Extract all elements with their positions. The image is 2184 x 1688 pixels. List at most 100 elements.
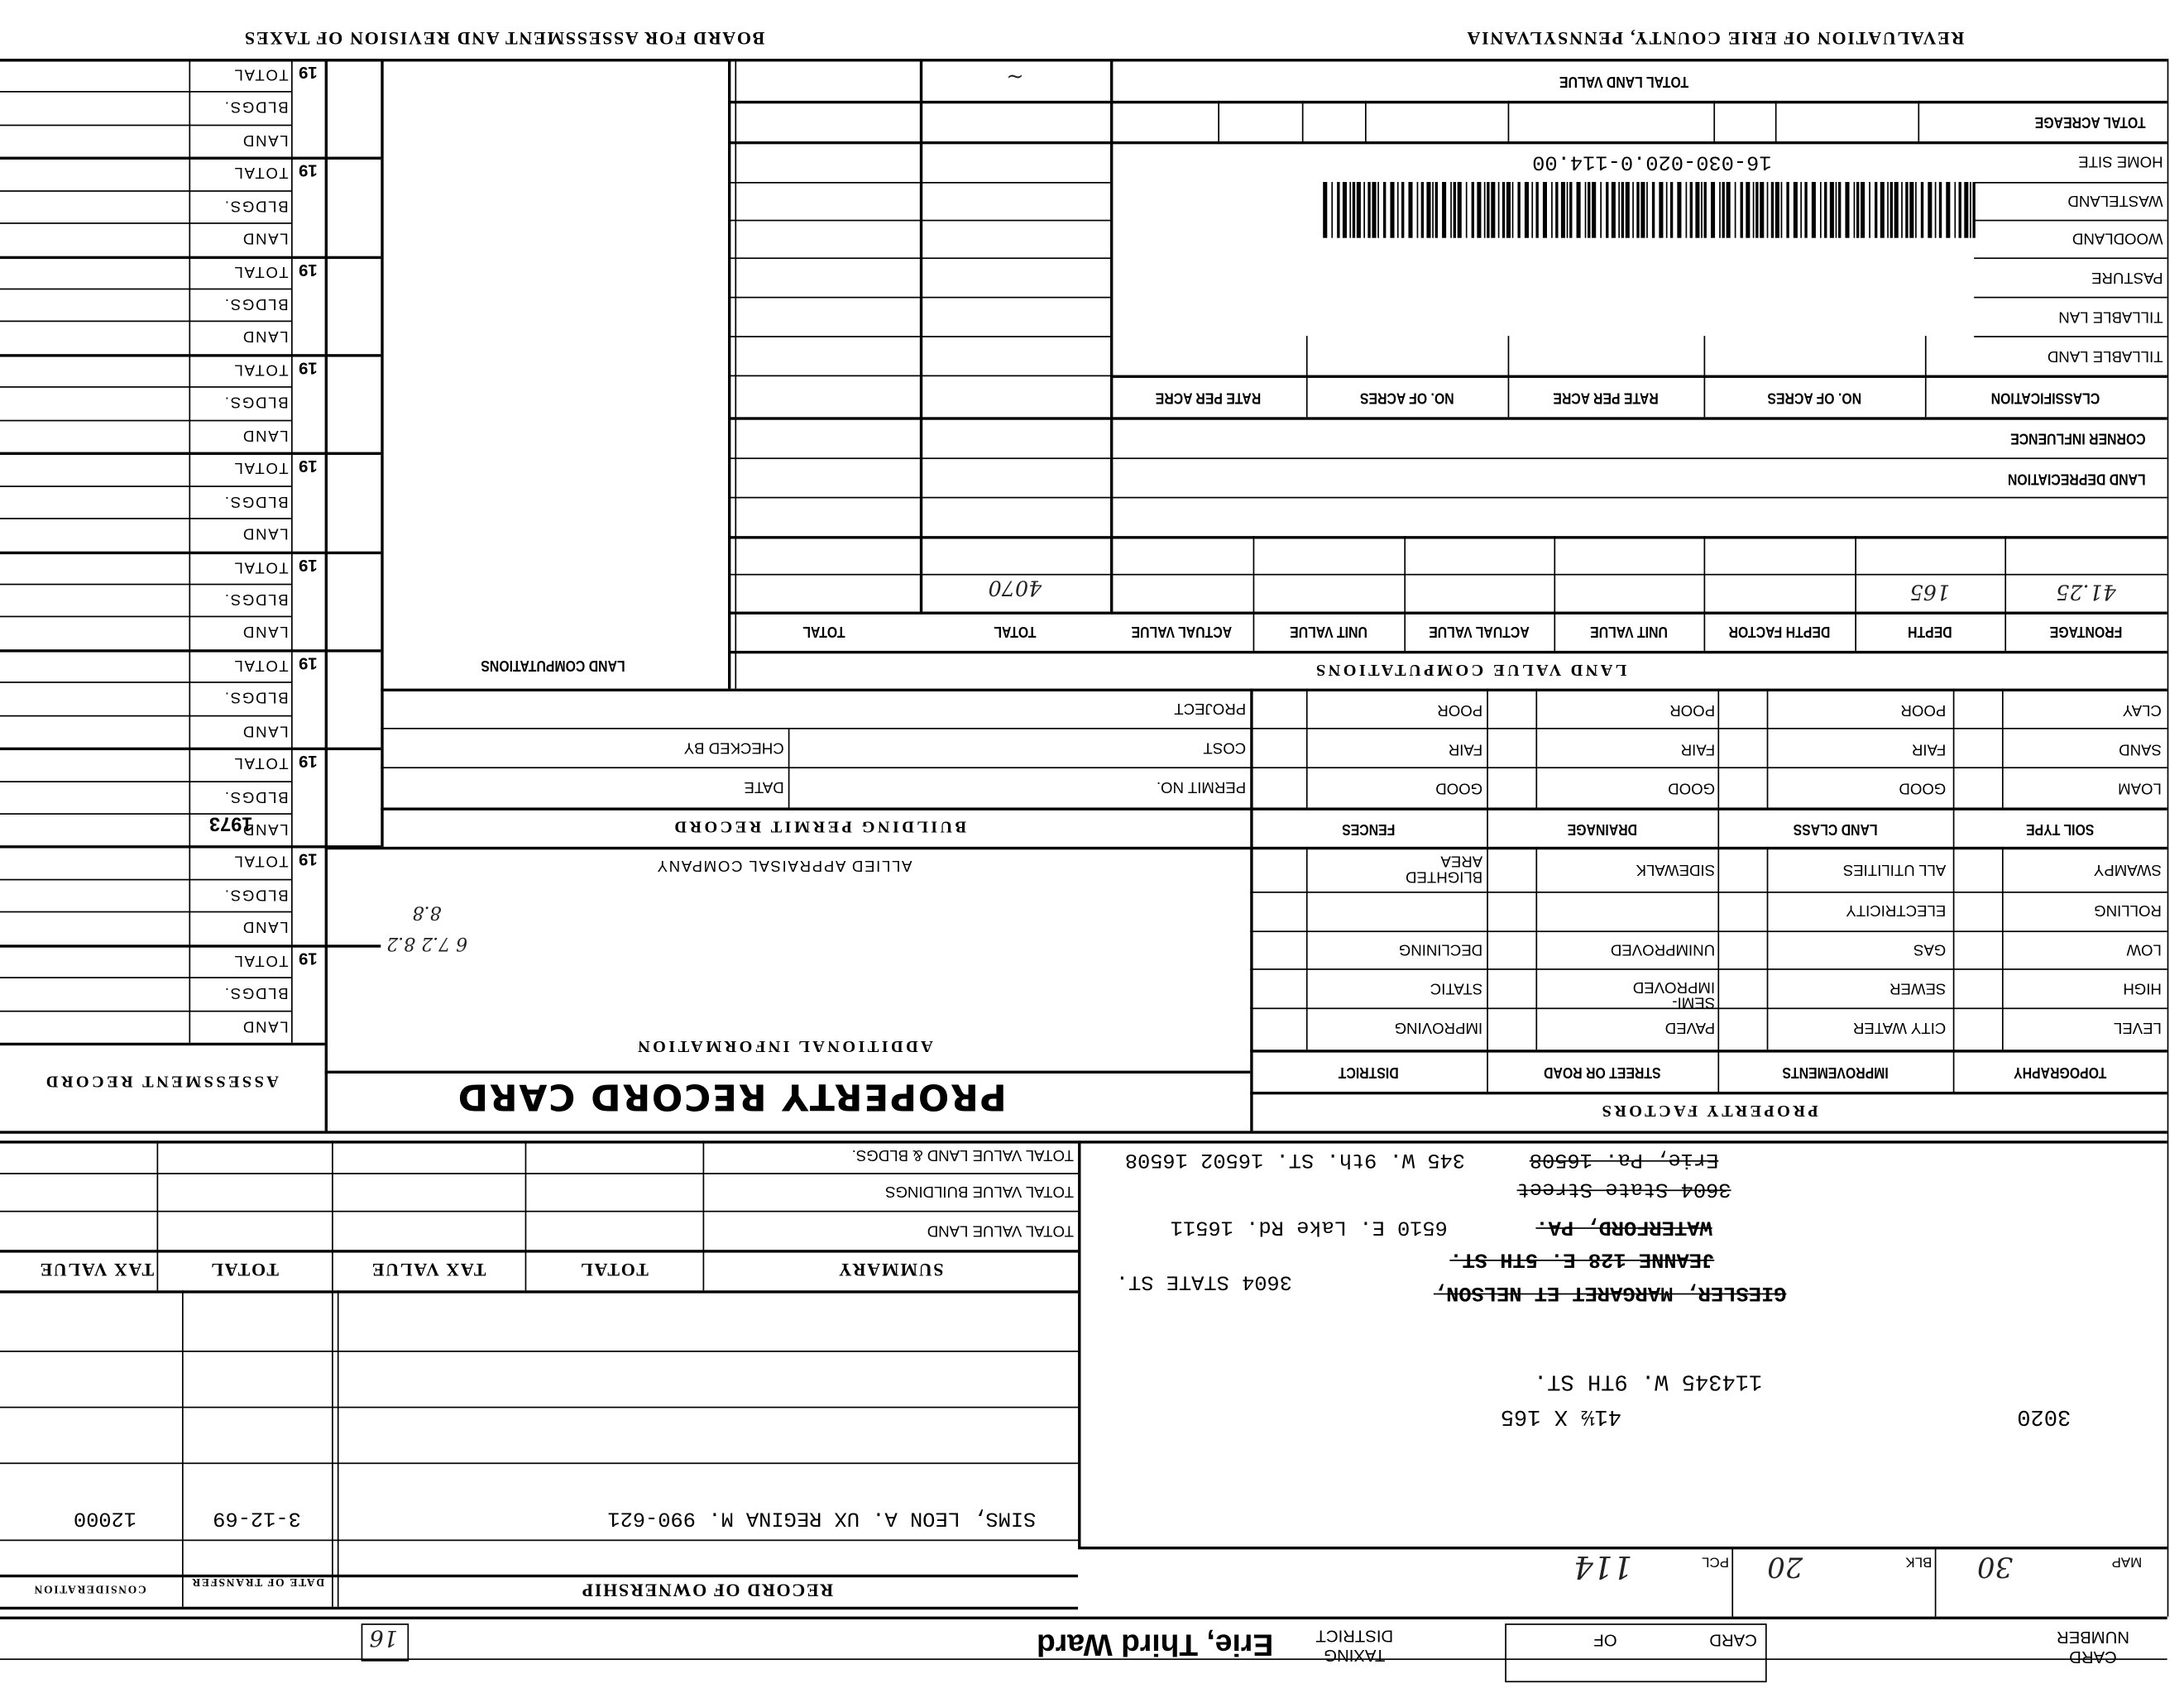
rule-line bbox=[727, 336, 1110, 337]
barcode-bar bbox=[1824, 181, 1827, 238]
fences-fair: FAIR bbox=[1448, 740, 1483, 758]
barcode-bar bbox=[1621, 181, 1625, 238]
barcode-bar bbox=[1401, 181, 1405, 238]
rule-line bbox=[0, 1250, 1079, 1253]
barcode-bar bbox=[1856, 181, 1860, 238]
drainage-fair: FAIR bbox=[1680, 740, 1716, 758]
land-computations-title: LAND COMPUTATIONS bbox=[481, 656, 625, 673]
topo-level: LEVEL bbox=[2113, 1018, 2162, 1036]
no-of-acres-2: NO. OF ACRES bbox=[1359, 389, 1454, 406]
assessment-row-label: BLDGS. bbox=[223, 787, 289, 805]
barcode-bar bbox=[1477, 181, 1482, 238]
rule-line bbox=[727, 650, 2167, 654]
rule-line bbox=[381, 688, 2167, 691]
rule-line bbox=[727, 219, 1110, 222]
rule-line bbox=[1252, 536, 1255, 651]
rule-line bbox=[0, 189, 291, 192]
row-wasteland: WASTELAND bbox=[2067, 191, 2163, 209]
rule-line bbox=[2167, 59, 2169, 1617]
rule-line bbox=[1952, 688, 1955, 1092]
stamp-box bbox=[361, 1623, 410, 1662]
assessment-row-label: LAND bbox=[242, 426, 289, 443]
project-label: PROJECT bbox=[1174, 700, 1247, 717]
permit-no-label: PERMIT NO. bbox=[1156, 777, 1247, 796]
parcel-id: 16-030-020.0-114.00 bbox=[1532, 150, 1772, 174]
barcode-bar bbox=[1780, 181, 1783, 238]
county-title: REVALUATION OF ERIE COUNTY, PENNSYLVANIA bbox=[1465, 27, 1965, 50]
barcode-bar bbox=[1689, 181, 1693, 238]
barcode-bar bbox=[1584, 181, 1587, 238]
barcode-bar bbox=[1337, 181, 1340, 238]
fences-good: GOOD bbox=[1435, 779, 1483, 796]
additional-info-title: ADDITIONAL INFORMATION bbox=[635, 1036, 933, 1057]
checked-by-label: CHECKED BY bbox=[683, 739, 784, 756]
rule-line bbox=[0, 1351, 1079, 1352]
header-actual-value-1: ACTUAL VALUE bbox=[1429, 623, 1530, 640]
barcode-bar bbox=[1752, 181, 1755, 238]
assessment-row-label: BLDGS. bbox=[223, 885, 289, 903]
barcode-bar bbox=[1938, 181, 1942, 238]
rule-line bbox=[1305, 688, 1308, 808]
rule-line bbox=[1717, 688, 1720, 1092]
assessment-year-prefix: 19 bbox=[299, 849, 318, 870]
impr-electricity: ELECTRICITY bbox=[1846, 901, 1947, 919]
rule-line bbox=[1703, 336, 1706, 418]
rule-line bbox=[1934, 1546, 1937, 1617]
ownership-title: RECORD OF OWNERSHIP bbox=[581, 1580, 834, 1601]
rule-line bbox=[0, 1131, 2167, 1134]
barcode-bar bbox=[1829, 181, 1834, 238]
barcode-bar bbox=[1442, 181, 1447, 238]
summary-total-2: TOTAL bbox=[209, 1260, 280, 1281]
rule-line bbox=[0, 386, 291, 389]
card-number-label: CARD NUMBER bbox=[2056, 1628, 2130, 1667]
rule-line bbox=[1078, 1546, 2167, 1550]
barcode-bar bbox=[1853, 181, 1856, 238]
barcode-bar bbox=[1502, 181, 1506, 238]
header-depth-factor: DEPTH FACTOR bbox=[1728, 623, 1831, 640]
rule-line bbox=[337, 1290, 339, 1607]
rule-line bbox=[1078, 1140, 1081, 1547]
barcode-bar bbox=[1352, 181, 1356, 238]
rule-line bbox=[1713, 100, 1716, 141]
barcode-bar bbox=[1701, 181, 1703, 238]
property-address: 345 W. 9TH ST. bbox=[1534, 1369, 1722, 1394]
summary-row-land: TOTAL VALUE LAND bbox=[927, 1222, 1074, 1239]
rule-line bbox=[0, 222, 291, 224]
date-of-transfer-label: DATE OF TRANSFER bbox=[190, 1576, 325, 1589]
barcode-bar bbox=[1491, 181, 1496, 238]
barcode-bar bbox=[1483, 181, 1486, 238]
rule-line bbox=[0, 1616, 2167, 1619]
barcode-bar bbox=[1677, 181, 1682, 238]
rule-line bbox=[0, 1406, 1079, 1408]
barcode-bar bbox=[1434, 181, 1438, 238]
rule-line bbox=[0, 1210, 1079, 1212]
district-improving: IMPROVING bbox=[1394, 1018, 1483, 1036]
assessment-year-prefix: 19 bbox=[299, 63, 318, 83]
rule-line bbox=[1364, 100, 1367, 141]
rule-line bbox=[727, 417, 2167, 420]
map-value: 30 bbox=[1977, 1551, 2014, 1585]
summary-tax-value-1: TAX VALUE bbox=[371, 1260, 486, 1281]
header-depth: DEPTH bbox=[1908, 623, 1952, 640]
total-land-value-entry: ~ bbox=[1006, 64, 1024, 90]
transfer-date-entry: 3-12-69 bbox=[213, 1505, 301, 1530]
barcode-bar bbox=[1905, 181, 1909, 238]
barcode-bar bbox=[1408, 181, 1413, 238]
assessment-record-title: ASSESSMENT RECORD bbox=[43, 1072, 279, 1092]
blk-value: 20 bbox=[1767, 1551, 1803, 1585]
barcode-bar bbox=[1970, 181, 1971, 238]
barcode-bar bbox=[1766, 181, 1769, 238]
rule-line bbox=[0, 845, 381, 849]
property-factors-title: PROPERTY FACTORS bbox=[1599, 1101, 1818, 1121]
soil-loam: LOAM bbox=[2118, 779, 2162, 796]
barcode-bar bbox=[1770, 181, 1774, 238]
rule-line bbox=[0, 59, 2167, 62]
summary-row-land-bldgs: TOTAL VALUE LAND & BLDGS. bbox=[851, 1145, 1074, 1164]
barcode-bar bbox=[1659, 181, 1664, 238]
assessment-row-label: BLDGS. bbox=[223, 590, 289, 608]
barcode-bar bbox=[1453, 181, 1456, 238]
rule-line bbox=[0, 1173, 1079, 1174]
rule-line bbox=[181, 1290, 184, 1607]
barcode-bar bbox=[1363, 181, 1365, 238]
